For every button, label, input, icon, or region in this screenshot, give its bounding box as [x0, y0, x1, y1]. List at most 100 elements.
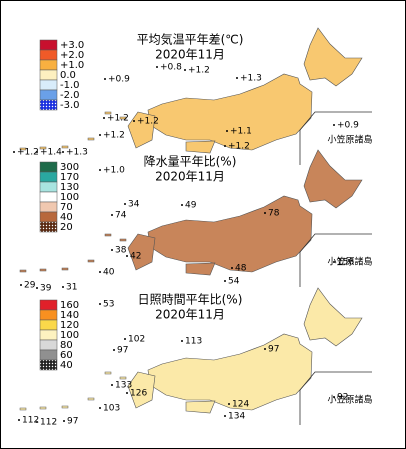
- legend-label: 60: [60, 350, 73, 361]
- station-dot: [264, 212, 266, 214]
- legend-label: 170: [60, 172, 79, 183]
- island: [39, 146, 47, 150]
- station-dot: [99, 169, 101, 171]
- island: [39, 406, 47, 410]
- station-value: 78: [268, 209, 280, 219]
- legend-swatch: [39, 359, 58, 371]
- station-dot: [181, 204, 183, 206]
- region: [185, 140, 216, 154]
- island: [19, 147, 27, 151]
- station-value: +1.2: [228, 142, 250, 152]
- legend-swatch: [39, 59, 58, 71]
- panel-title: 日照時間平年比(%): [138, 293, 243, 307]
- legend-label: 140: [60, 310, 79, 321]
- legend-label: 20: [60, 222, 73, 233]
- legend-swatch: [39, 319, 58, 331]
- island: [61, 145, 69, 149]
- station-value: 124: [232, 400, 249, 410]
- legend-label: -3.0: [60, 100, 80, 111]
- station-value: 92: [337, 393, 348, 403]
- station-dot: [333, 261, 335, 263]
- station-dot: [111, 249, 113, 251]
- legend-swatch: [39, 39, 58, 51]
- station-value: +1.0: [103, 166, 125, 176]
- station-dot: [113, 349, 115, 351]
- station-dot: [18, 419, 20, 421]
- station-value: 134: [228, 412, 245, 422]
- island: [104, 371, 112, 375]
- region: [127, 371, 156, 409]
- region: [147, 73, 313, 151]
- station-dot: [99, 407, 101, 409]
- station-value: 31: [66, 283, 77, 293]
- station-value: 38: [115, 246, 127, 256]
- station-value: +1.2: [188, 66, 210, 76]
- island: [87, 259, 95, 263]
- region: [147, 195, 313, 273]
- legend-label: +3.0: [60, 40, 84, 51]
- region: [303, 149, 363, 209]
- station-value: 126: [130, 389, 147, 399]
- legend-swatch: [39, 49, 58, 61]
- legend-label: +2.0: [60, 50, 84, 61]
- region: [147, 333, 313, 411]
- station-dot: [62, 151, 64, 153]
- station-value: 54: [228, 277, 240, 287]
- station-value: 156: [337, 258, 354, 268]
- station-value: +0.9: [337, 121, 359, 131]
- legend-swatch: [39, 89, 58, 101]
- station-dot: [99, 134, 101, 136]
- station-value: 133: [115, 381, 132, 391]
- station-dot: [103, 117, 105, 119]
- inset-border: [299, 111, 372, 131]
- legend-swatch: [39, 79, 58, 91]
- station-value: 97: [67, 417, 78, 427]
- station-value: 48: [235, 264, 247, 274]
- station-value: 49: [185, 201, 197, 211]
- station-dot: [36, 151, 38, 153]
- island: [119, 116, 127, 120]
- station-dot: [224, 280, 226, 282]
- station-dot: [111, 214, 113, 216]
- region: [185, 262, 216, 276]
- legend-label: 100: [60, 192, 79, 203]
- island: [87, 137, 95, 141]
- panel-title: 降水量平年比(%): [144, 155, 237, 169]
- station-dot: [124, 203, 126, 205]
- station-dot: [224, 415, 226, 417]
- station-value: 97: [268, 345, 279, 355]
- station-value: +0.8: [160, 63, 182, 73]
- legend-swatch: [39, 161, 58, 173]
- legend-swatch: [39, 339, 58, 351]
- station-dot: [36, 287, 38, 289]
- station-dot: [124, 338, 126, 340]
- station-value: +1.4: [40, 148, 62, 158]
- legend-label: -2.0: [60, 90, 80, 101]
- station-dot: [226, 130, 228, 132]
- station-value: 29: [24, 281, 36, 291]
- station-value: +1.1: [230, 127, 252, 137]
- station-dot: [333, 396, 335, 398]
- station-value: +1.2: [17, 148, 39, 158]
- region: [303, 27, 363, 87]
- legend-swatch: [39, 329, 58, 341]
- region: [127, 233, 156, 271]
- island: [39, 268, 47, 272]
- station-dot: [13, 151, 15, 153]
- station-value: 53: [103, 300, 114, 310]
- island: [104, 233, 112, 237]
- station-dot: [224, 145, 226, 147]
- legend-swatch: [39, 201, 58, 213]
- legend-label: 0.0: [60, 70, 76, 81]
- legend-label: 80: [60, 340, 73, 351]
- legend-swatch: [39, 349, 58, 361]
- legend-swatch: [39, 211, 58, 223]
- station-value: +0.9: [108, 75, 130, 85]
- legend-label: 40: [60, 212, 73, 223]
- legend-swatch: [39, 69, 58, 81]
- legend-swatch: [39, 99, 58, 111]
- station-dot: [333, 124, 335, 126]
- station-value: +1.3: [66, 148, 88, 158]
